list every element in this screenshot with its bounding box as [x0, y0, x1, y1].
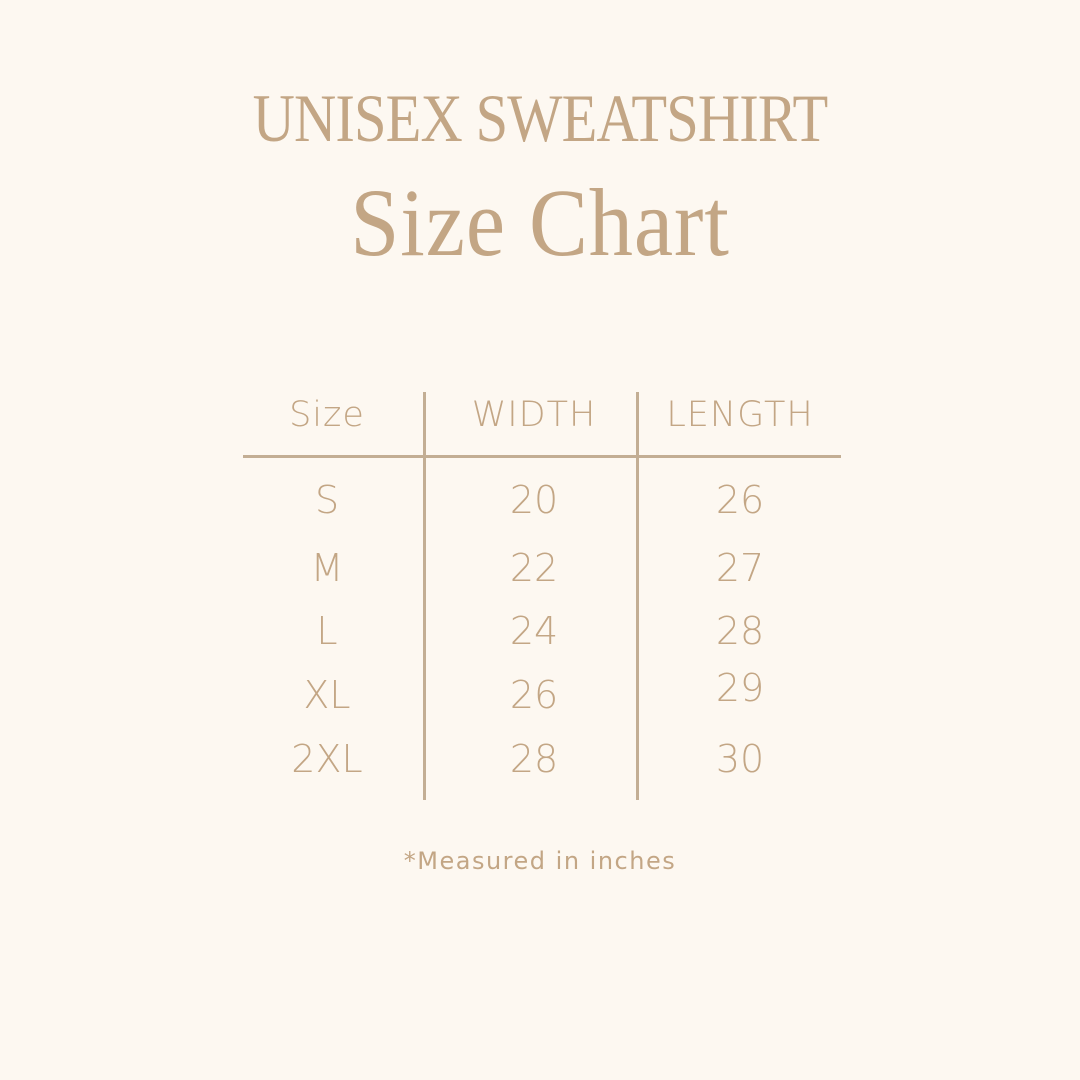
cell-width: 26 — [509, 673, 559, 717]
cell-size: M — [310, 546, 344, 590]
footnote: *Measured in inches — [403, 847, 677, 875]
title: UNISEX SWEATSHIRT — [252, 80, 829, 156]
subtitle: Size Chart — [350, 169, 730, 276]
cell-size: XL — [303, 673, 351, 717]
column-header-length: LENGTH — [666, 395, 814, 435]
cell-width: 22 — [509, 546, 559, 590]
column-divider — [636, 392, 639, 800]
cell-length: 26 — [715, 478, 765, 522]
cell-width: 24 — [509, 609, 559, 653]
cell-length: 28 — [715, 609, 765, 653]
header-divider — [243, 455, 841, 458]
cell-length: 29 — [715, 666, 765, 710]
column-divider — [423, 392, 426, 800]
cell-length: 27 — [715, 546, 765, 590]
column-header-width: WIDTH — [471, 395, 597, 435]
cell-size: L — [316, 609, 338, 653]
cell-width: 20 — [509, 478, 559, 522]
cell-size: 2XL — [291, 737, 363, 781]
cell-length: 30 — [715, 737, 765, 781]
column-header-size: Size — [289, 395, 365, 435]
cell-size: S — [314, 478, 340, 522]
cell-width: 28 — [509, 737, 559, 781]
